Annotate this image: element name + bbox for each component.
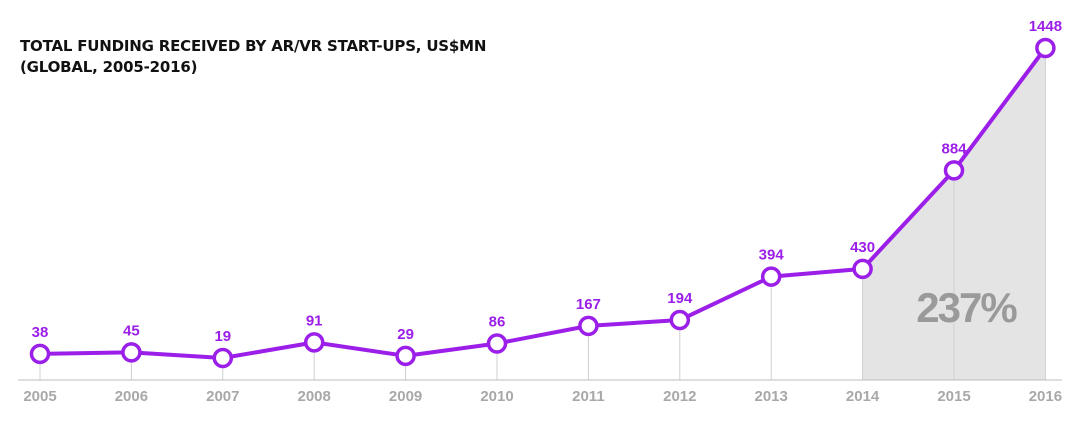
x-tick-label-2015: 2015	[937, 388, 970, 405]
x-tick-label-2007: 2007	[206, 388, 239, 405]
growth-annotation: 237%	[916, 284, 1017, 331]
x-tick-label-2013: 2013	[755, 388, 788, 405]
data-point-2013	[760, 266, 782, 287]
data-label-2006: 45	[123, 322, 140, 339]
x-tick-label-2010: 2010	[480, 388, 513, 405]
data-label-2009: 29	[397, 326, 414, 343]
data-point-2007	[212, 347, 234, 369]
data-point-2014	[852, 258, 873, 280]
data-label-2010: 86	[489, 313, 506, 330]
data-point-2008	[303, 332, 325, 353]
data-label-2005: 38	[32, 324, 49, 341]
x-tick-label-2008: 2008	[298, 388, 331, 405]
x-tick-label-2012: 2012	[663, 388, 696, 405]
data-label-2012: 194	[667, 290, 693, 307]
data-label-2013: 394	[759, 247, 785, 264]
data-label-2008: 91	[306, 312, 323, 329]
data-point-2016	[1035, 37, 1056, 59]
x-tick-label-2005: 2005	[23, 388, 56, 405]
x-tick-label-2014: 2014	[846, 388, 880, 405]
data-point-2010	[486, 333, 508, 354]
chart-title-line-2: (GLOBAL, 2005-2016)	[20, 58, 198, 76]
data-label-2007: 19	[214, 328, 231, 345]
data-label-2014: 430	[850, 239, 875, 256]
data-point-2006	[121, 342, 142, 363]
chart-title: TOTAL FUNDING RECEIVED BY AR/VR START-UP…	[20, 36, 486, 78]
data-point-2015	[943, 160, 965, 181]
data-point-2005	[29, 343, 51, 365]
x-tick-label-2011: 2011	[572, 388, 605, 405]
data-point-2009	[395, 345, 416, 367]
x-tick-label-2006: 2006	[115, 388, 148, 405]
x-tick-label-2016: 2016	[1029, 388, 1062, 405]
data-label-2011: 167	[576, 296, 601, 313]
chart-title-line-1: TOTAL FUNDING RECEIVED BY AR/VR START-UP…	[20, 37, 487, 55]
data-label-2015: 884	[941, 140, 967, 157]
data-point-2012	[669, 309, 691, 331]
x-tick-label-2009: 2009	[389, 388, 422, 405]
data-point-2011	[578, 315, 599, 337]
data-label-2016: 1448	[1029, 18, 1062, 35]
series-line	[38, 46, 1048, 360]
